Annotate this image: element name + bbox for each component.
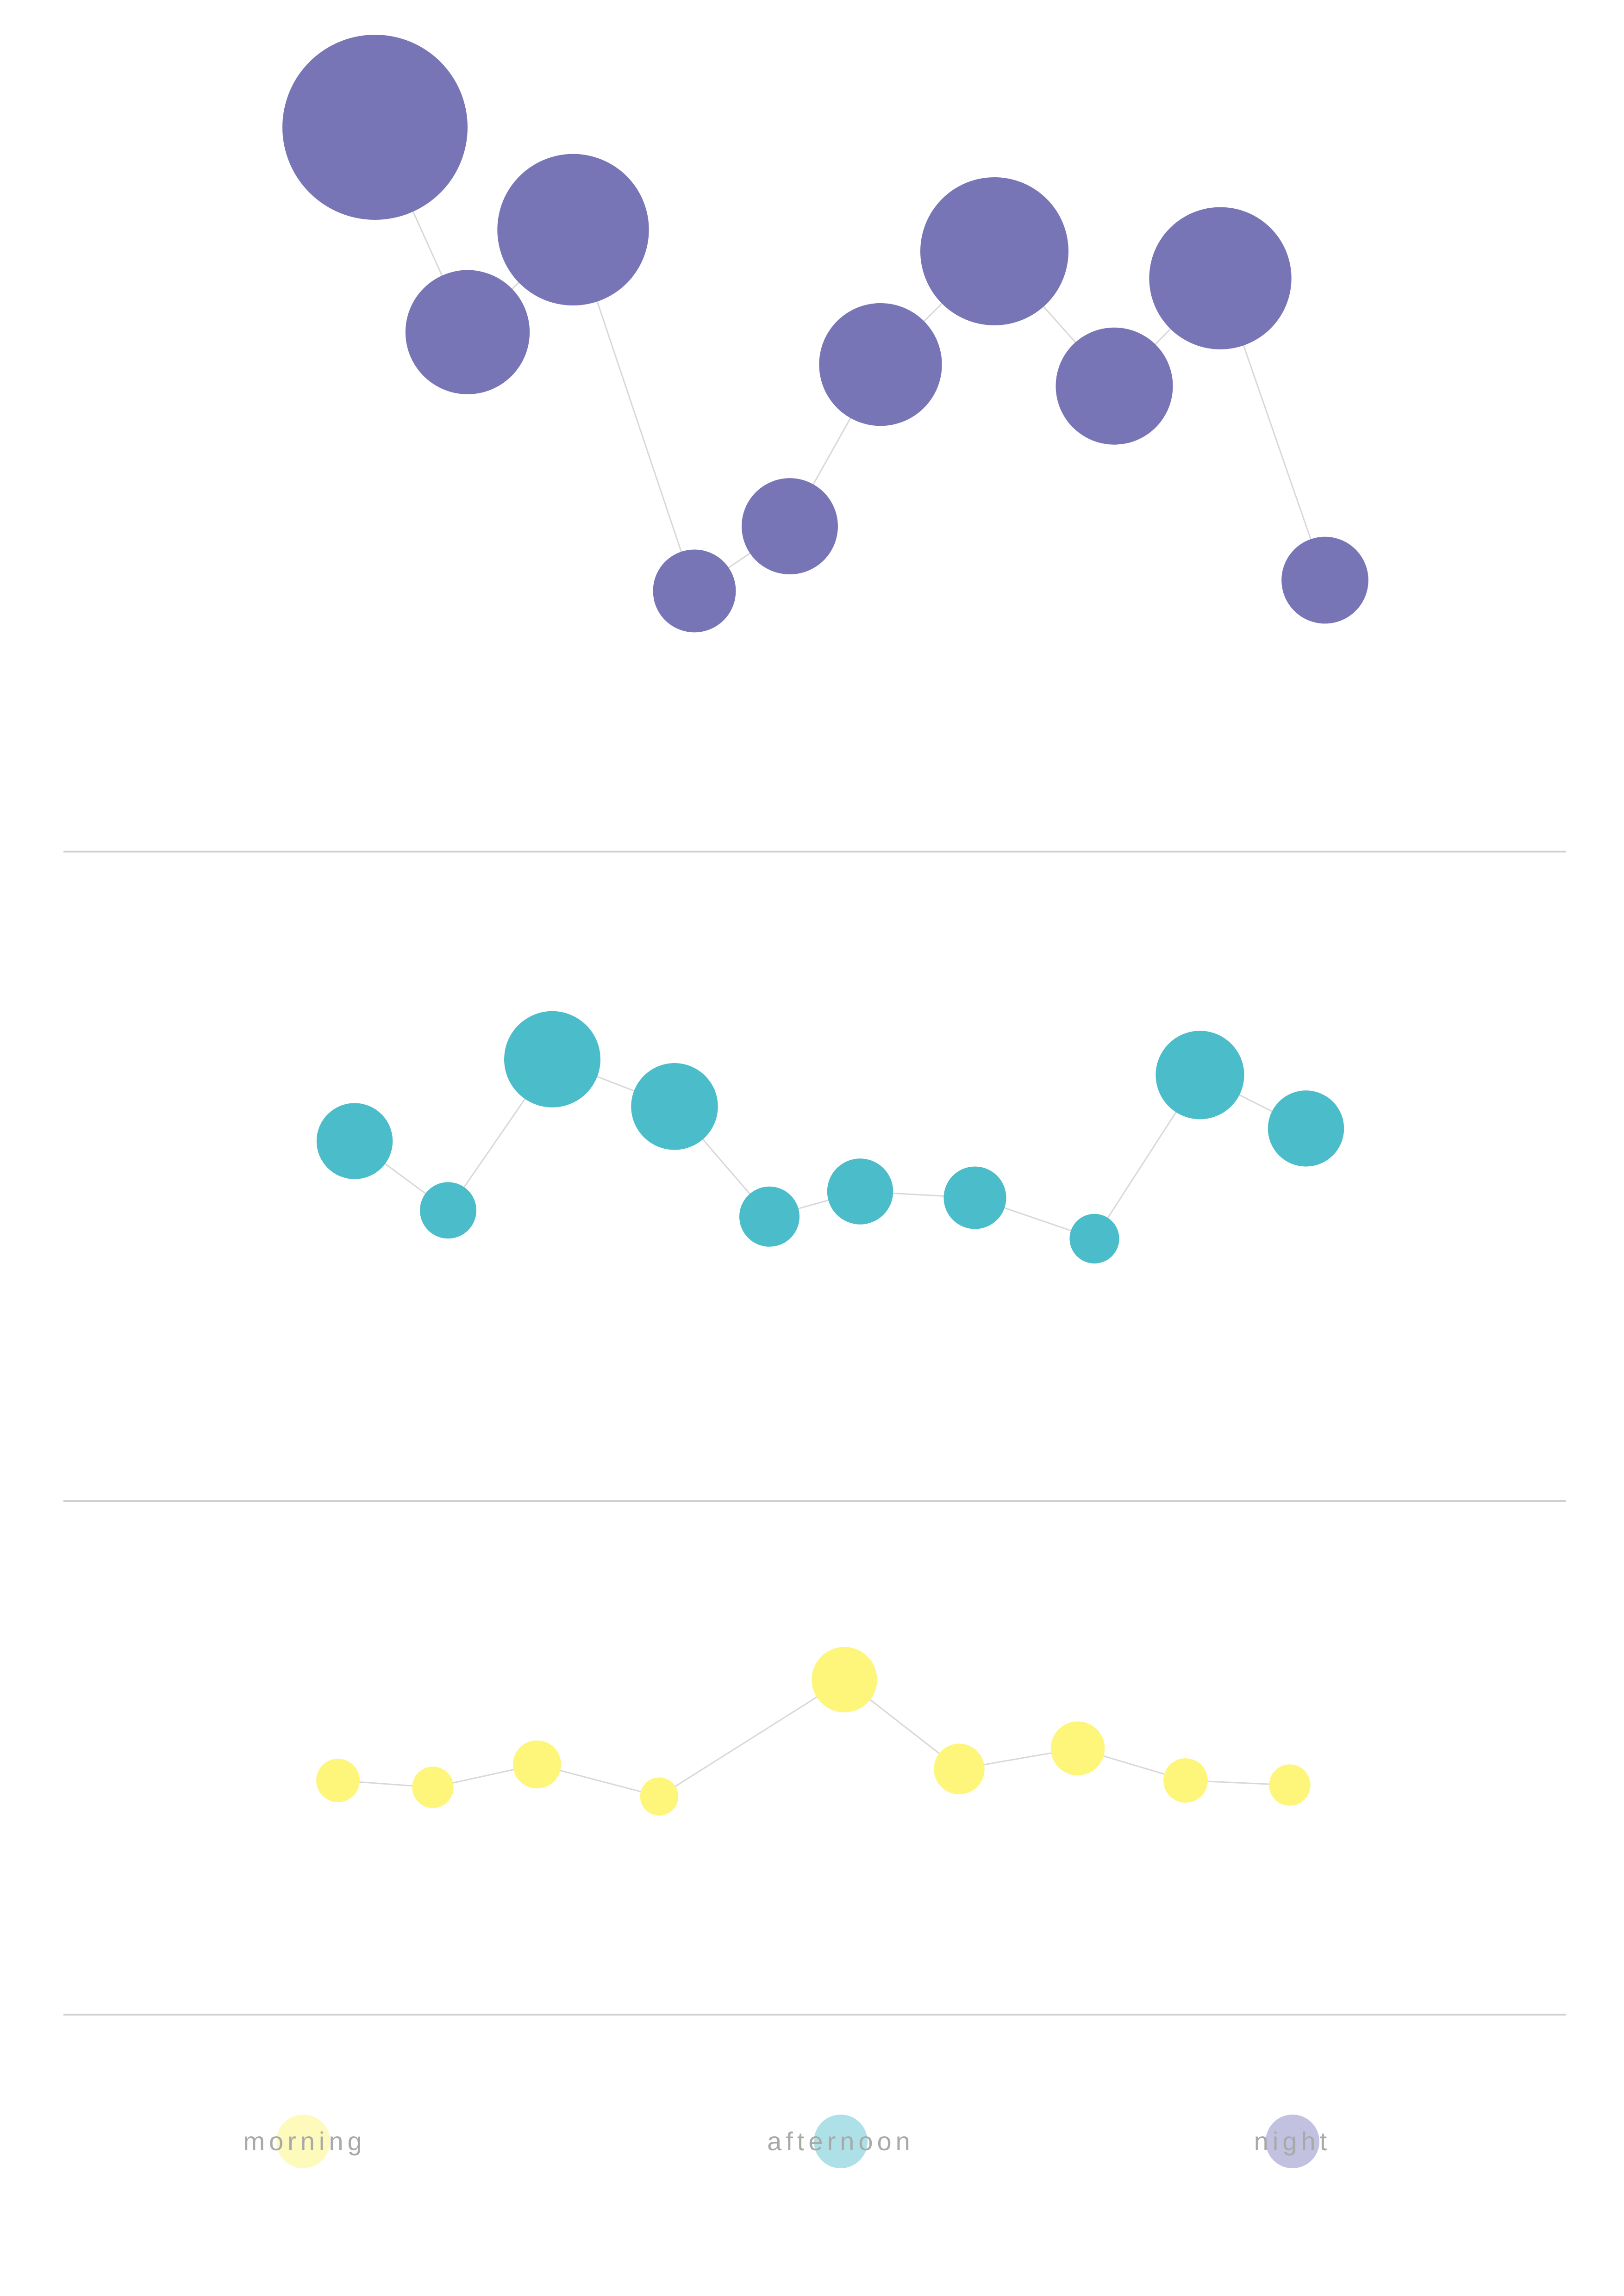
afternoon-bubble-7 bbox=[943, 1166, 1006, 1229]
night-bubble-1 bbox=[282, 35, 468, 220]
afternoon-bubble-1 bbox=[316, 1103, 393, 1179]
night-panel bbox=[282, 35, 1368, 633]
morning-panel bbox=[316, 1647, 1311, 1816]
afternoon-bubble-6 bbox=[827, 1158, 893, 1225]
afternoon-bubble-4 bbox=[631, 1063, 718, 1150]
morning-connector-4 bbox=[659, 1679, 845, 1797]
night-bubble-2 bbox=[405, 270, 530, 394]
legend-morning-label: morning bbox=[243, 2127, 366, 2156]
morning-bubble-5 bbox=[812, 1647, 877, 1712]
night-bubble-3 bbox=[497, 154, 649, 306]
morning-bubble-8 bbox=[1163, 1758, 1208, 1803]
legend: morning afternoon night bbox=[243, 2115, 1331, 2168]
morning-bubble-9 bbox=[1269, 1764, 1311, 1806]
night-bubble-9 bbox=[1149, 207, 1292, 349]
night-bubble-7 bbox=[920, 177, 1068, 325]
morning-bubble-7 bbox=[1050, 1721, 1105, 1776]
afternoon-bubble-3 bbox=[504, 1011, 600, 1108]
morning-bubbles bbox=[316, 1647, 1311, 1816]
afternoon-bubble-5 bbox=[739, 1186, 800, 1247]
afternoon-bubble-9 bbox=[1156, 1031, 1244, 1120]
morning-bubble-1 bbox=[316, 1759, 360, 1802]
night-bubbles bbox=[282, 35, 1368, 633]
morning-bubble-3 bbox=[513, 1740, 561, 1789]
legend-item-afternoon: afternoon bbox=[767, 2115, 914, 2168]
morning-bubble-6 bbox=[934, 1743, 985, 1795]
legend-item-night: night bbox=[1254, 2115, 1331, 2168]
legend-afternoon-label: afternoon bbox=[767, 2127, 914, 2156]
night-bubble-4 bbox=[653, 549, 736, 633]
legend-morning-swatch bbox=[276, 2115, 330, 2168]
morning-bubble-2 bbox=[412, 1767, 454, 1808]
night-bubble-10 bbox=[1281, 536, 1368, 624]
afternoon-bubbles bbox=[316, 1011, 1344, 1264]
morning-bubble-4 bbox=[640, 1777, 679, 1816]
legend-night-label: night bbox=[1254, 2127, 1331, 2156]
afternoon-bubble-2 bbox=[420, 1182, 476, 1239]
afternoon-bubble-10 bbox=[1268, 1090, 1344, 1167]
afternoon-panel bbox=[316, 1011, 1344, 1264]
legend-item-morning: morning bbox=[243, 2115, 366, 2168]
night-bubble-6 bbox=[819, 303, 942, 426]
legend-afternoon-swatch bbox=[814, 2115, 868, 2168]
night-bubble-5 bbox=[742, 478, 838, 575]
night-bubble-8 bbox=[1056, 327, 1173, 445]
afternoon-bubble-8 bbox=[1069, 1213, 1119, 1264]
legend-night-swatch bbox=[1266, 2115, 1319, 2168]
